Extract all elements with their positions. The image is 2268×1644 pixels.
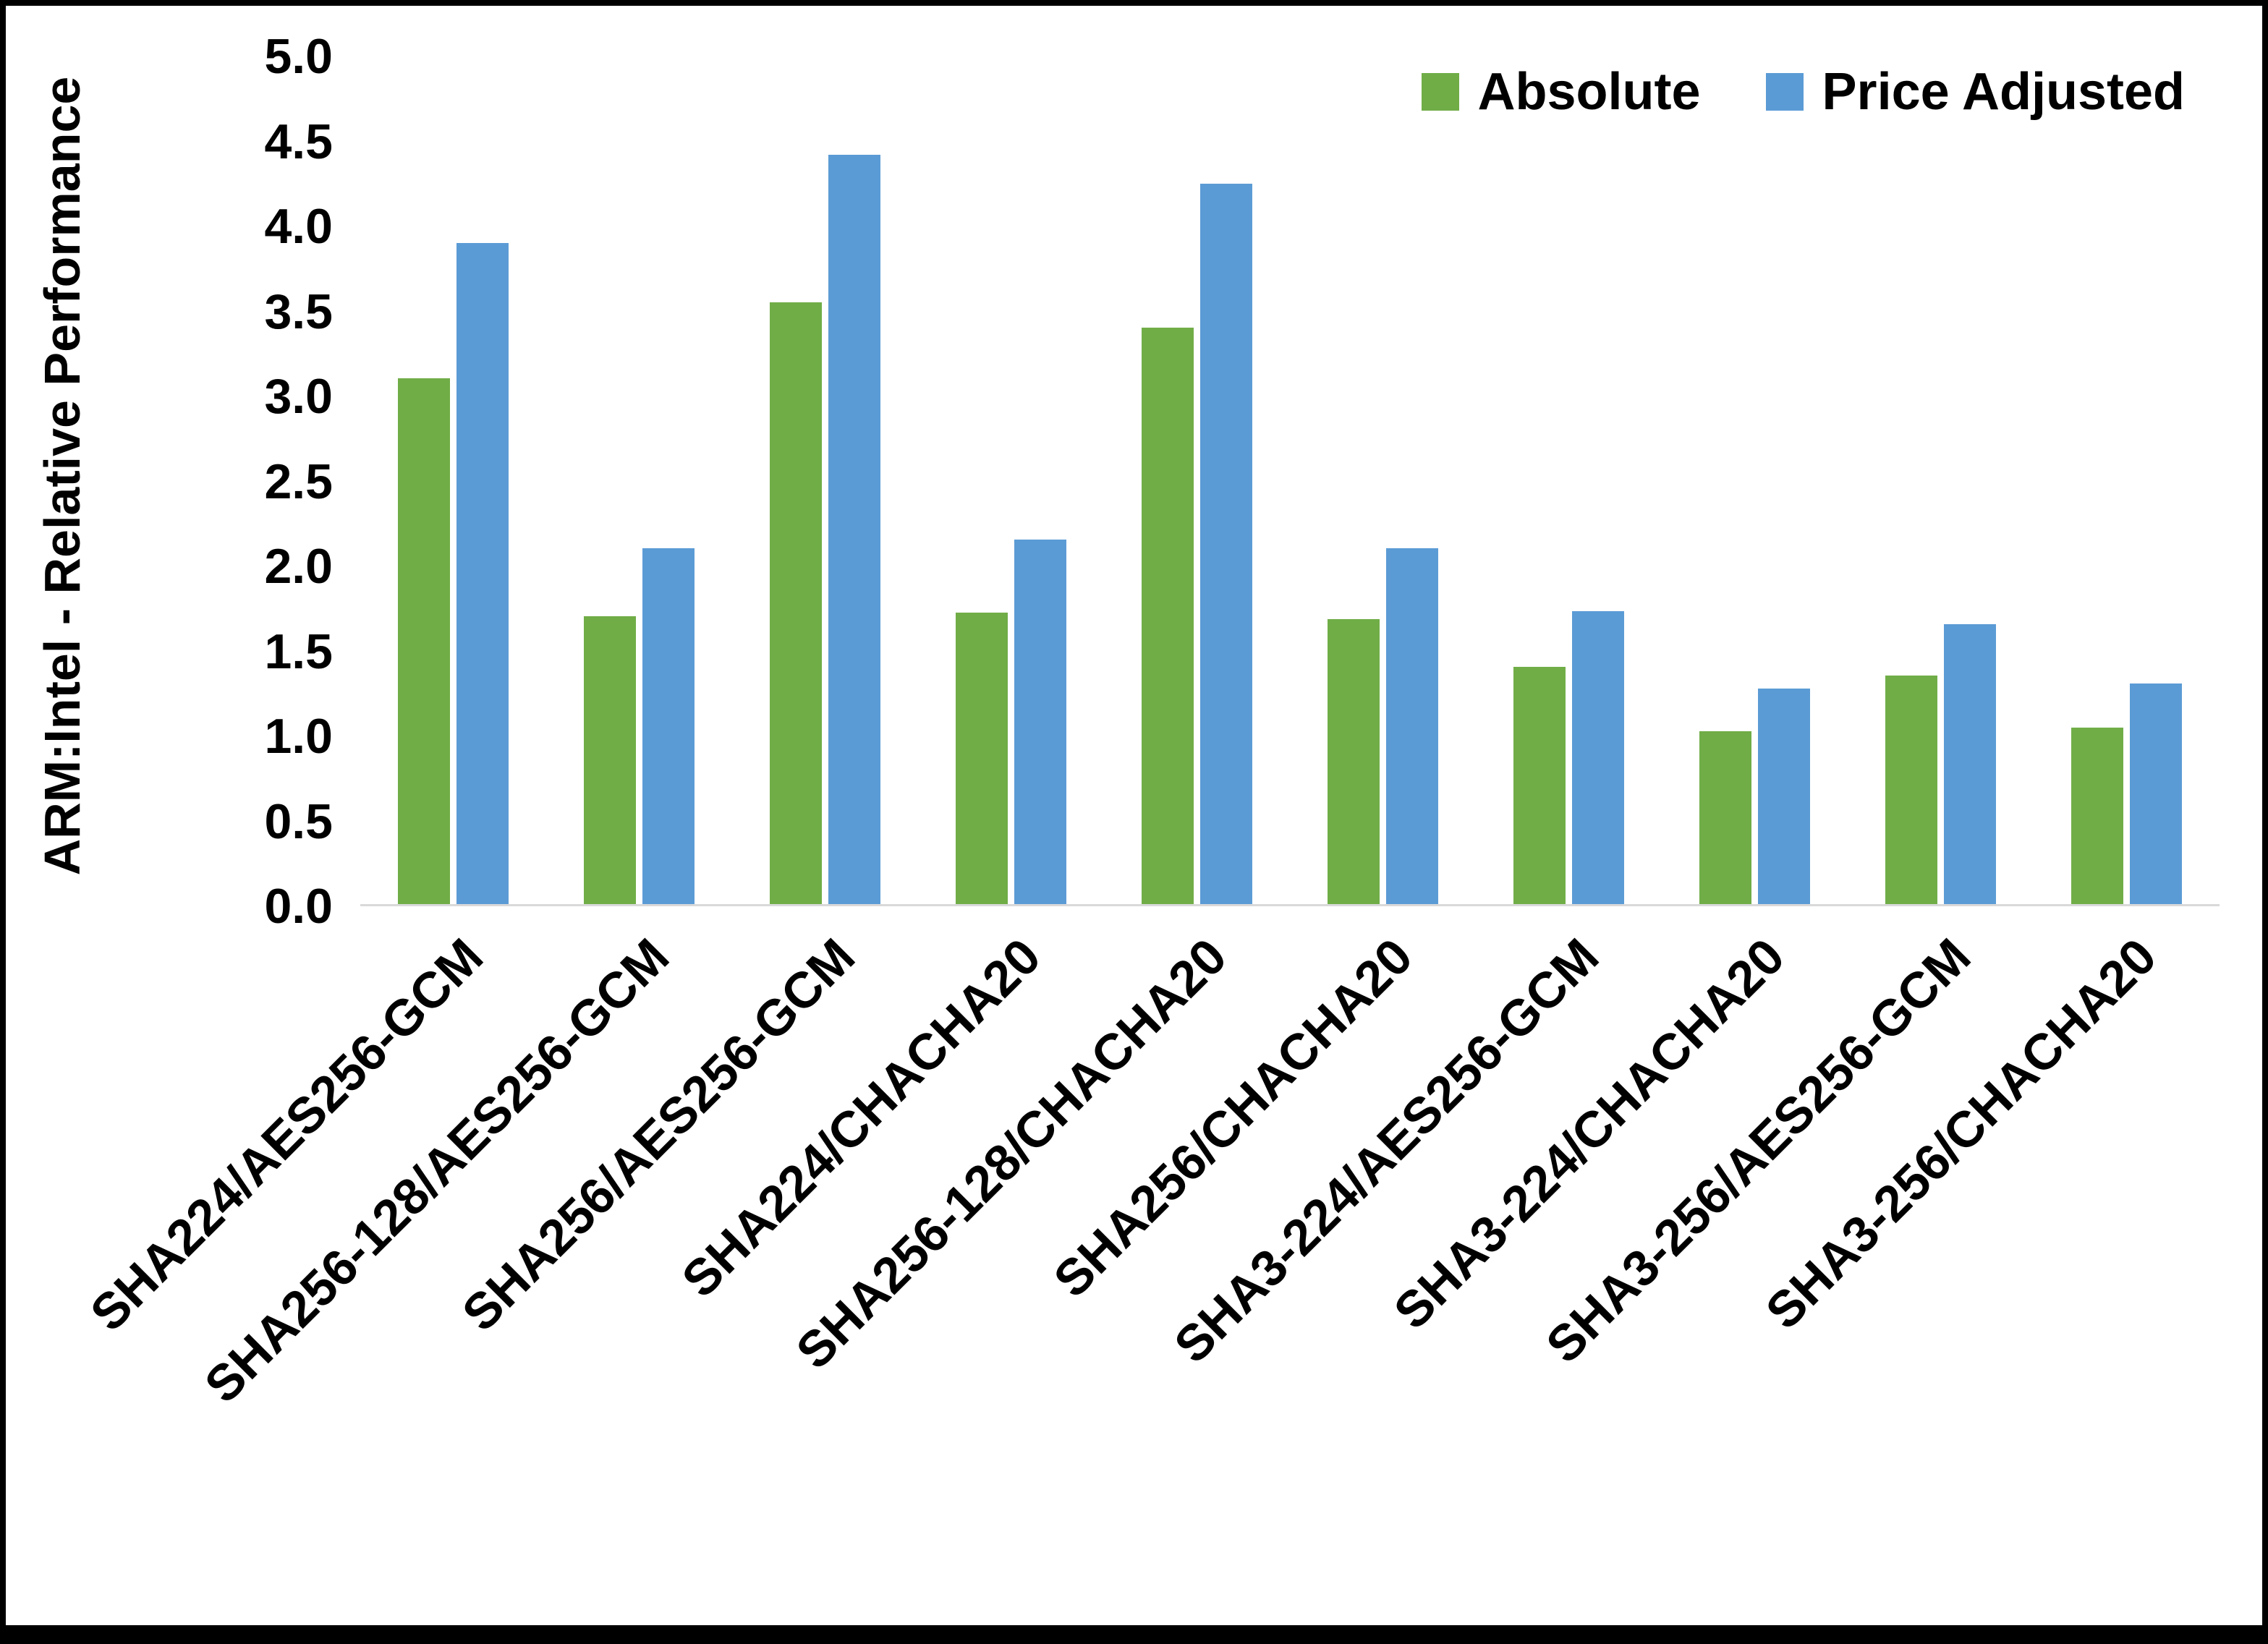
bar-absolute [1513, 666, 1566, 904]
y-tick-label: 5.0 [264, 29, 333, 84]
x-axis-label: SHA224/CHACHA20 [671, 927, 1052, 1308]
y-tick-label: 4.0 [264, 199, 333, 254]
x-axis-label: SHA3-256/CHACHA20 [1754, 927, 2167, 1340]
plot-area: Absolute Price Adjusted [360, 56, 2220, 906]
bar-price-adjusted [456, 242, 509, 904]
bar-price-adjusted [1572, 610, 1624, 904]
legend-item: Price Adjusted [1765, 62, 2185, 122]
bar-group [546, 56, 732, 904]
legend-swatch-icon [1765, 73, 1804, 111]
bar-group [732, 56, 918, 904]
bar-group [918, 56, 1104, 904]
bar-price-adjusted [1200, 183, 1252, 904]
bar-absolute [1142, 328, 1194, 904]
bar-price-adjusted [642, 548, 695, 904]
bar-group [360, 56, 546, 904]
bar-group [1476, 56, 1662, 904]
legend-label: Absolute [1477, 63, 1701, 121]
y-tick-label: 4.5 [264, 114, 333, 169]
bar-absolute [1885, 675, 1937, 904]
bar-absolute [2071, 728, 2123, 904]
y-tick-label: 3.0 [264, 369, 333, 424]
legend-label: Price Adjusted [1822, 63, 2185, 121]
y-tick-label: 1.0 [264, 709, 333, 764]
bar-price-adjusted [828, 154, 880, 904]
y-tick-label: 2.5 [264, 453, 333, 509]
bar-absolute [584, 616, 636, 904]
bar-group [1848, 56, 2034, 904]
bar-absolute [1328, 619, 1380, 904]
y-tick-label: 0.0 [264, 879, 333, 934]
y-axis-tick-labels: 0.0 0.5 1.0 1.5 2.0 2.5 3.0 3.5 4.0 4.5 5.0 [6, 29, 333, 934]
legend-swatch-icon [1421, 73, 1459, 111]
bar-price-adjusted [1944, 624, 1996, 904]
bar-group [1290, 56, 1476, 904]
x-axis-labels: SHA224/AES256-GCM SHA256-128/AES256-GCM SH… [80, 911, 2220, 1562]
bar-absolute [956, 612, 1008, 904]
bar-chart: ARM:Intel - Relative Performance 0.0 0.5 1… [6, 6, 2262, 1625]
bar-group [1104, 56, 1290, 904]
bar-absolute [770, 302, 822, 904]
y-tick-label: 1.5 [264, 623, 333, 679]
y-tick-label: 0.5 [264, 793, 333, 849]
bar-price-adjusted [1386, 548, 1438, 904]
bar-group [2034, 56, 2220, 904]
bar-absolute [398, 378, 450, 904]
bars [360, 56, 2220, 904]
bar-absolute [1699, 731, 1751, 904]
bar-price-adjusted [2130, 683, 2182, 904]
bar-group [1662, 56, 1848, 904]
bar-price-adjusted [1758, 689, 1810, 904]
y-tick-label: 2.0 [264, 539, 333, 594]
legend: Absolute Price Adjusted [1421, 62, 2185, 122]
bar-price-adjusted [1014, 540, 1066, 904]
y-tick-label: 3.5 [264, 284, 333, 339]
legend-item: Absolute [1421, 62, 1701, 122]
x-axis-label: SHA256/CHACHA20 [1042, 927, 1424, 1308]
